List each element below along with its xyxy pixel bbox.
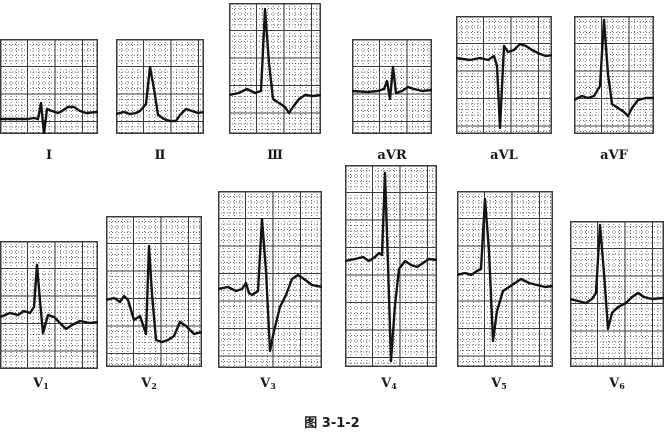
lead-label-v4: V4: [381, 376, 397, 391]
lead-label-iii: Ⅲ: [267, 148, 283, 163]
ecg-waveform-lead-v3: [218, 217, 322, 353]
ecg-strip-lead-v1: [0, 241, 98, 369]
lead-label-v3: V3: [260, 376, 276, 391]
ecg-waveform-lead-avf: [574, 18, 654, 118]
ecg-waveform-lead-iii: [229, 7, 321, 115]
ecg-strip-lead-ii: [116, 39, 204, 134]
ecg-strip-lead-i: [0, 39, 98, 134]
lead-label-ii: Ⅱ: [154, 148, 166, 163]
lead-label-v6: V6: [609, 376, 625, 391]
lead-label-avl: aVL: [490, 148, 518, 163]
ecg-waveform-lead-ii: [116, 65, 204, 123]
ecg-strip-lead-avr: [352, 39, 432, 134]
lead-label-avf: aVF: [600, 148, 628, 163]
ecg-waveform-lead-v6: [570, 223, 664, 331]
ecg-waveform-lead-v4: [345, 171, 437, 363]
ecg-strip-lead-v2: [106, 216, 202, 367]
ecg-waveform-lead-v2: [106, 244, 202, 344]
lead-label-avr: aVR: [377, 148, 407, 163]
lead-label-i: Ⅰ: [45, 148, 53, 163]
ecg-waveform-lead-v5: [457, 197, 553, 343]
ecg-strip-lead-v5: [457, 191, 553, 367]
ecg-waveform-lead-avl: [456, 42, 552, 130]
lead-label-v1: V1: [33, 376, 49, 391]
ecg-waveform-lead-avr: [352, 65, 432, 101]
ecg-strip-lead-v3: [218, 191, 322, 368]
ecg-grid-lead-i: [0, 39, 98, 134]
ecg-strip-lead-avf: [574, 16, 654, 134]
figure-caption: 图 3-1-2: [304, 416, 360, 431]
ecg-strip-lead-avl: [456, 16, 552, 134]
ecg-waveform-lead-i: [0, 101, 98, 134]
ecg-waveform-lead-v1: [0, 263, 98, 335]
ecg-strip-lead-v6: [570, 221, 664, 367]
ecg-strip-lead-v4: [345, 165, 437, 367]
ecg-trace-lead-i: [0, 39, 98, 134]
lead-label-v2: V2: [141, 376, 157, 391]
lead-label-v5: V5: [491, 376, 507, 391]
ecg-strip-lead-iii: [229, 3, 321, 134]
